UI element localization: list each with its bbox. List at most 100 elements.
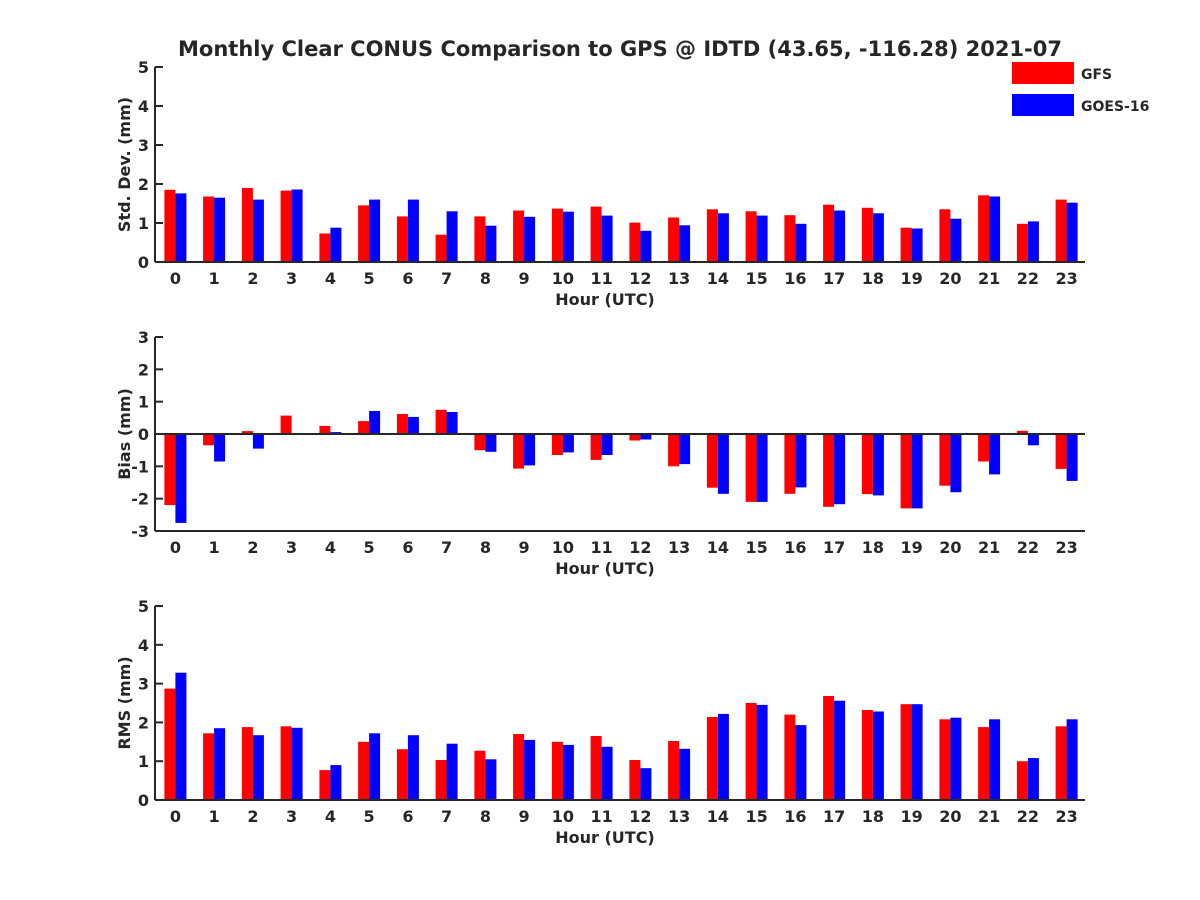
x-tick-label-1-10: 10 [552,538,574,557]
bar-1-0-3 [280,415,292,434]
bar-2-1-5 [369,733,381,800]
x-tick-label-0-2: 2 [247,269,258,288]
x-tick-label-0-14: 14 [707,269,729,288]
bar-1-0-14 [706,434,718,488]
x-tick-label-2-23: 23 [1055,807,1077,826]
bar-2-0-4 [319,770,331,800]
x-tick-label-0-15: 15 [745,269,767,288]
chart-panel-2: 0 1 2 3 4 5 6 7 8 9 10 11 12 13 14 15 16 17 18 19 20 21 22 2301… [115,597,1085,847]
bar-1-0-8 [474,434,486,451]
x-tick-label-0-22: 22 [1017,269,1039,288]
y-tick-label-1-0: -3 [131,522,149,541]
bar-0-0-19 [900,227,912,262]
bar-1-1-7 [446,412,458,434]
y-tick-label-2-3: 3 [138,675,149,694]
bar-0-1-21 [989,196,1001,262]
x-tick-label-2-22: 22 [1017,807,1039,826]
y-tick-label-0-2: 2 [138,175,149,194]
bar-2-0-2 [241,727,253,800]
y-tick-label-1-6: 3 [138,328,149,347]
bar-1-0-19 [900,434,912,509]
bar-2-0-6 [396,749,408,800]
bar-2-1-3 [291,727,303,800]
legend: GFS GOES-16 [1012,62,1149,116]
bar-1-1-10 [562,434,574,453]
y-tick-label-0-4: 4 [138,97,149,116]
bar-1-1-17 [834,434,846,505]
y-tick-label-1-5: 2 [138,360,149,379]
x-tick-label-2-4: 4 [325,807,336,826]
bar-0-1-12 [640,230,652,262]
bar-2-0-22 [1016,761,1028,800]
bar-0-0-8 [474,216,486,262]
x-tick-label-1-3: 3 [286,538,297,557]
bar-1-0-1 [203,434,215,446]
y-tick-label-2-0: 0 [138,791,149,810]
bar-2-0-5 [358,741,370,800]
legend-label-gfs: GFS [1081,67,1112,83]
x-tick-label-2-19: 19 [900,807,922,826]
bar-1-1-14 [717,434,729,494]
x-tick-label-0-19: 19 [900,269,922,288]
bar-2-1-15 [756,704,768,800]
x-tick-label-0-6: 6 [402,269,413,288]
x-tick-label-0-23: 23 [1055,269,1077,288]
bar-2-1-18 [872,711,884,800]
bar-0-1-8 [485,225,497,262]
legend-swatch-gfs [1012,62,1074,84]
bar-2-0-14 [706,717,718,800]
x-tick-label-0-1: 1 [209,269,220,288]
bar-1-0-22 [1016,430,1028,434]
bar-1-1-5 [369,411,381,434]
x-tick-label-2-8: 8 [480,807,491,826]
bar-0-0-4 [319,233,331,262]
x-tick-label-2-12: 12 [629,807,651,826]
x-tick-label-1-6: 6 [402,538,413,557]
x-tick-label-2-21: 21 [978,807,1000,826]
bar-0-1-7 [446,211,458,262]
x-tick-label-1-23: 23 [1055,538,1077,557]
bar-0-0-5 [358,205,370,262]
bar-2-0-19 [900,704,912,800]
x-tick-label-1-20: 20 [939,538,961,557]
bar-1-1-9 [524,434,536,466]
bar-2-1-6 [407,735,419,800]
y-tick-label-1-1: -2 [131,490,149,509]
x-tick-label-1-22: 22 [1017,538,1039,557]
chart-panel-0: 0 1 2 3 4 5 6 7 8 9 10 11 12 13 14 15 16 17 18 19 20 21 22 2301… [115,58,1085,309]
y-axis-label-0: Std. Dev. (mm) [115,97,134,232]
bar-0-0-18 [861,207,873,262]
y-tick-label-0-5: 5 [138,58,149,77]
x-tick-label-0-9: 9 [519,269,530,288]
bar-0-1-4 [330,227,342,262]
bar-2-0-23 [1055,726,1067,800]
bar-0-1-19 [911,228,923,262]
bar-2-0-3 [280,726,292,800]
bar-0-1-15 [756,215,768,262]
bar-0-0-1 [203,196,215,262]
bar-2-1-23 [1066,719,1078,800]
x-tick-label-0-21: 21 [978,269,1000,288]
y-tick-label-1-2: -1 [131,457,149,476]
x-tick-label-0-11: 11 [590,269,612,288]
bar-0-0-0 [164,189,176,262]
bar-0-1-22 [1027,221,1039,262]
x-tick-label-1-12: 12 [629,538,651,557]
x-tick-label-2-20: 20 [939,807,961,826]
bar-0-0-6 [396,216,408,262]
x-tick-label-0-13: 13 [668,269,690,288]
x-tick-label-2-9: 9 [519,807,530,826]
bar-2-0-17 [823,696,835,800]
bar-2-0-11 [590,736,602,800]
bar-1-0-2 [241,431,253,434]
x-tick-label-0-17: 17 [823,269,845,288]
bar-2-0-18 [861,710,873,800]
x-tick-label-2-7: 7 [441,807,452,826]
chart-title: Monthly Clear CONUS Comparison to GPS @ … [178,37,1062,61]
y-tick-label-2-2: 2 [138,713,149,732]
y-tick-label-0-1: 1 [138,214,149,233]
y-tick-label-0-3: 3 [138,136,149,155]
bar-1-1-11 [601,434,613,455]
bar-2-1-20 [950,717,962,800]
